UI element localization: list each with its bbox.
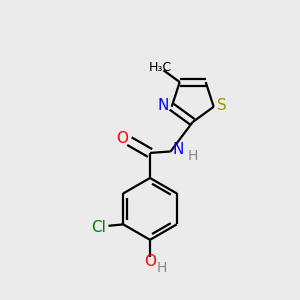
Text: Cl: Cl [91,220,106,235]
Text: H₃C: H₃C [149,61,172,74]
Text: O: O [116,131,128,146]
Text: N: N [158,98,169,113]
Text: S: S [217,98,227,113]
Text: H: H [188,149,198,163]
Text: H: H [157,261,167,275]
Text: O: O [144,254,156,269]
Text: N: N [172,142,184,158]
